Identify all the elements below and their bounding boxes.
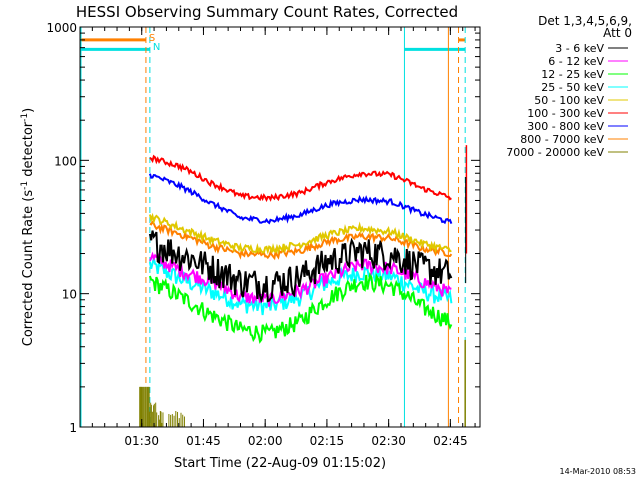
x-tick-label: 01:30 — [124, 434, 159, 448]
series-line-1 — [149, 251, 452, 307]
series-line-3 — [148, 258, 453, 316]
legend-label: 800 - 7000 keV — [520, 133, 604, 146]
legend-label: 6 - 12 keV — [548, 55, 604, 68]
series-line-2 — [148, 272, 453, 344]
marker-n: N — [153, 42, 160, 53]
series-line-7 — [149, 220, 453, 261]
series-line-5 — [149, 154, 452, 203]
legend-label: 7000 - 20000 keV — [506, 146, 604, 159]
y-tick-label: 1000 — [46, 21, 77, 35]
legend-label: 50 - 100 keV — [534, 94, 604, 107]
series-line-6 — [148, 173, 453, 225]
x-tick-label: 02:00 — [248, 434, 283, 448]
y-tick-label: 1 — [69, 421, 77, 435]
y-axis-label: Corrected Count Rate (s-1 detector-1) — [20, 108, 36, 346]
legend-label: 300 - 800 keV — [527, 120, 604, 133]
legend-header-line2: Att 0 — [603, 26, 632, 40]
series-line-4 — [148, 212, 452, 255]
x-tick-label: 02:15 — [310, 434, 345, 448]
series-line-0 — [148, 230, 453, 304]
axes: 01:30 01:45 02:00 02:15 02:30 02:45 1 10 100 1000 — [46, 21, 480, 448]
marker-s: S — [149, 33, 155, 44]
legend-label: 100 - 300 keV — [527, 107, 604, 120]
legend-header-line1: Det 1,3,4,5,6,9, — [538, 14, 632, 28]
plot-area: SN — [80, 27, 468, 427]
x-tick-label: 02:45 — [433, 434, 468, 448]
plot-frame — [79, 26, 481, 428]
y-tick-label: 10 — [62, 288, 77, 302]
x-tick-label: 02:30 — [371, 434, 406, 448]
legend-label: 12 - 25 keV — [541, 68, 604, 81]
y-tick-label: 100 — [54, 154, 77, 168]
x-axis-label: Start Time (22-Aug-09 01:15:02) — [174, 456, 386, 471]
legend-label: 3 - 6 keV — [555, 42, 604, 55]
x-tick-label: 01:45 — [186, 434, 221, 448]
footer-timestamp: 14-Mar-2010 08:53 — [560, 467, 637, 476]
chart-title: HESSI Observing Summary Count Rates, Cor… — [76, 3, 458, 21]
legend-label: 25 - 50 keV — [541, 81, 604, 94]
